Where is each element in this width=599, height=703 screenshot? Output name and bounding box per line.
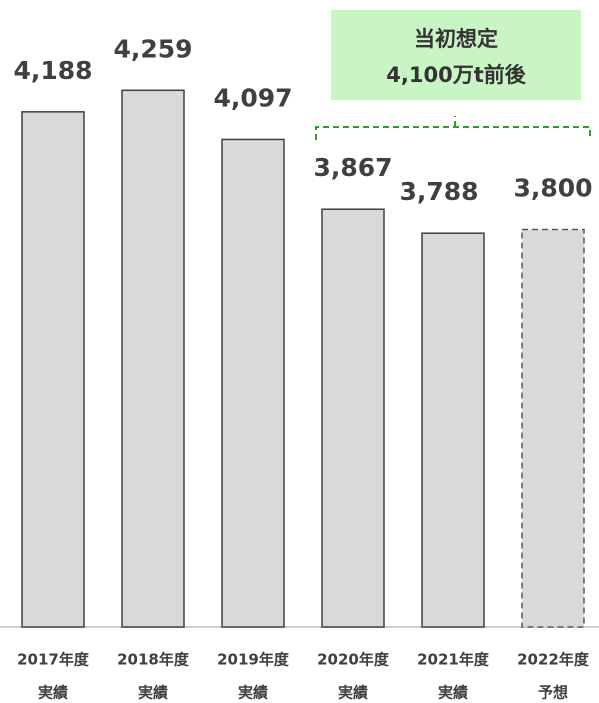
value-label: 3,800 <box>513 174 592 203</box>
x-tick-sublabel: 実績 <box>438 684 468 702</box>
bar <box>121 89 185 628</box>
value-label: 4,188 <box>13 56 92 85</box>
bracket <box>315 116 591 140</box>
x-tick-label: 2017年度 <box>17 651 90 669</box>
annotation-text: 当初想定 <box>414 27 498 51</box>
x-tick-label: 2019年度 <box>217 651 290 669</box>
bar <box>21 111 85 628</box>
x-tick-sublabel: 予想 <box>538 684 568 702</box>
annotation-text: 4,100万t前後 <box>386 63 526 87</box>
x-tick-label: 2022年度 <box>517 651 590 669</box>
x-tick-sublabel: 実績 <box>38 684 68 702</box>
value-label: 4,097 <box>213 83 292 112</box>
annotation-box <box>331 10 581 100</box>
x-tick-label: 2020年度 <box>317 651 390 669</box>
x-tick-label: 2021年度 <box>417 651 490 669</box>
x-tick-sublabel: 実績 <box>138 684 168 702</box>
bar <box>521 228 585 628</box>
x-tick-label: 2018年度 <box>117 651 190 669</box>
bar <box>321 208 385 628</box>
bar <box>421 232 485 628</box>
value-label: 4,259 <box>113 34 192 63</box>
bar <box>221 138 285 628</box>
value-label: 3,867 <box>313 153 392 182</box>
x-tick-sublabel: 実績 <box>238 684 268 702</box>
value-label: 3,788 <box>399 177 478 206</box>
x-tick-sublabel: 実績 <box>338 684 368 702</box>
